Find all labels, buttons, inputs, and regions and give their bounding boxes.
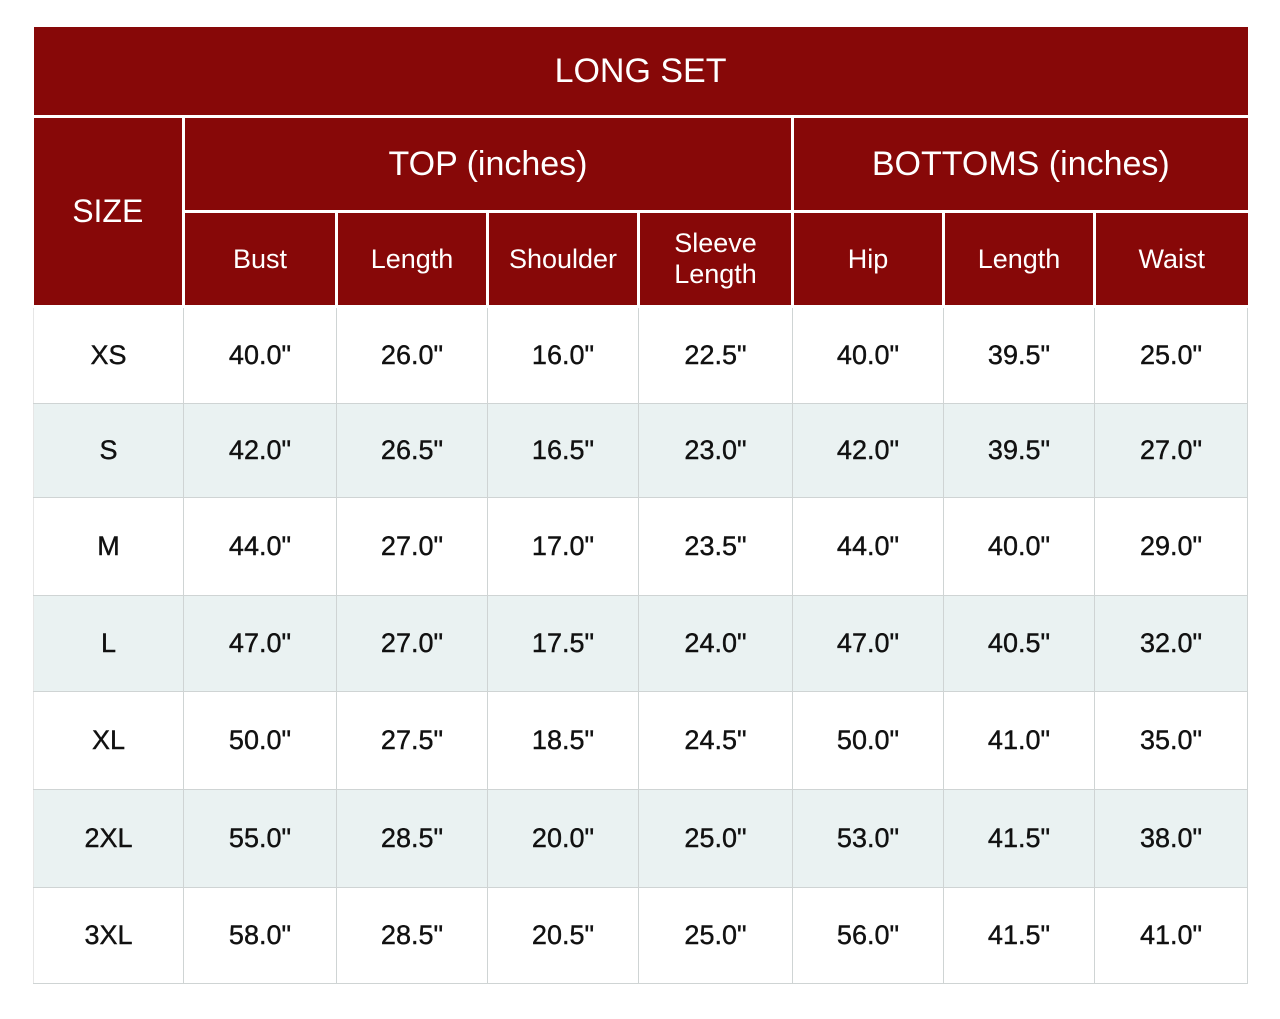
measurement-cell: 40.0" xyxy=(183,306,337,404)
measurement-cell: 42.0" xyxy=(183,403,337,498)
measurement-cell: 41.0" xyxy=(1093,887,1249,984)
measurement-cell: 25.0" xyxy=(638,789,793,888)
measurement-cell: 41.5" xyxy=(943,887,1095,984)
bottoms-group-header: BOTTOMS (inches) xyxy=(790,115,1248,213)
size-chart-table: LONG SET SIZE TOP (inches) BOTTOMS (inch… xyxy=(33,27,1249,984)
measurement-cell: 27.5" xyxy=(336,691,488,790)
measurement-cell: 17.0" xyxy=(487,497,639,596)
measurement-cell: 20.5" xyxy=(487,887,639,984)
measurement-cell: 22.5" xyxy=(638,306,793,404)
measurement-cell: 50.0" xyxy=(792,691,944,790)
measurement-cell: 20.0" xyxy=(487,789,639,888)
measurement-cell: 47.0" xyxy=(792,595,944,692)
measurement-cell: 50.0" xyxy=(183,691,337,790)
measurement-cell: 58.0" xyxy=(183,887,337,984)
column-header: Waist xyxy=(1092,210,1248,308)
column-header: Shoulder xyxy=(486,210,640,308)
measurement-cell: 27.0" xyxy=(336,497,488,596)
size-cell: 3XL xyxy=(33,887,184,984)
measurement-cell: 41.0" xyxy=(943,691,1095,790)
measurement-cell: 26.0" xyxy=(336,306,488,404)
measurement-cell: 18.5" xyxy=(487,691,639,790)
measurement-cell: 24.0" xyxy=(638,595,793,692)
size-cell: 2XL xyxy=(33,789,184,888)
column-header: Bust xyxy=(182,210,338,308)
measurement-cell: 29.0" xyxy=(1093,497,1249,596)
measurement-cell: 42.0" xyxy=(792,403,944,498)
measurement-cell: 28.5" xyxy=(336,887,488,984)
chart-title: LONG SET xyxy=(33,27,1248,118)
size-cell: XS xyxy=(33,306,184,404)
size-cell: XL xyxy=(33,691,184,790)
measurement-cell: 24.5" xyxy=(638,691,793,790)
top-group-header: TOP (inches) xyxy=(182,115,794,213)
measurement-cell: 28.5" xyxy=(336,789,488,888)
measurement-cell: 39.5" xyxy=(943,403,1095,498)
column-header: Length xyxy=(335,210,489,308)
size-cell: M xyxy=(33,497,184,596)
measurement-cell: 44.0" xyxy=(183,497,337,596)
table-row: 3XL 58.0" 28.5" 20.5" 25.0" 56.0" 41.5" 41.0" xyxy=(33,887,1249,984)
size-cell: S xyxy=(33,403,184,498)
measurement-cell: 17.5" xyxy=(487,595,639,692)
measurement-cell: 47.0" xyxy=(183,595,337,692)
measurement-cell: 23.5" xyxy=(638,497,793,596)
measurement-cell: 39.5" xyxy=(943,306,1095,404)
measurement-cell: 25.0" xyxy=(1093,306,1249,404)
measurement-cell: 44.0" xyxy=(792,497,944,596)
measurement-cell: 53.0" xyxy=(792,789,944,888)
column-header: Hip xyxy=(791,210,945,308)
measurement-cell: 40.0" xyxy=(792,306,944,404)
measurement-cell: 41.5" xyxy=(943,789,1095,888)
table-row: 2XL 55.0" 28.5" 20.0" 25.0" 53.0" 41.5" 38.0" xyxy=(33,789,1249,888)
size-header: SIZE xyxy=(33,115,185,308)
table-row: XS 40.0" 26.0" 16.0" 22.5" 40.0" 39.5" 25.0" xyxy=(33,306,1249,404)
column-header: Sleeve Length xyxy=(637,210,794,308)
measurement-cell: 27.0" xyxy=(1093,403,1249,498)
column-header: Length xyxy=(942,210,1096,308)
measurement-cell: 38.0" xyxy=(1093,789,1249,888)
table-row: XL 50.0" 27.5" 18.5" 24.5" 50.0" 41.0" 35.0" xyxy=(33,691,1249,790)
measurement-cell: 23.0" xyxy=(638,403,793,498)
measurement-cell: 40.5" xyxy=(943,595,1095,692)
measurement-cell: 32.0" xyxy=(1093,595,1249,692)
measurement-cell: 26.5" xyxy=(336,403,488,498)
measurement-cell: 27.0" xyxy=(336,595,488,692)
measurement-cell: 16.5" xyxy=(487,403,639,498)
measurement-cell: 40.0" xyxy=(943,497,1095,596)
measurement-cell: 35.0" xyxy=(1093,691,1249,790)
table-row: S 42.0" 26.5" 16.5" 23.0" 42.0" 39.5" 27.0" xyxy=(33,403,1249,498)
size-cell: L xyxy=(33,595,184,692)
table-row: L 47.0" 27.0" 17.5" 24.0" 47.0" 40.5" 32.0" xyxy=(33,595,1249,692)
measurement-cell: 16.0" xyxy=(487,306,639,404)
table-row: M 44.0" 27.0" 17.0" 23.5" 44.0" 40.0" 29.0" xyxy=(33,497,1249,596)
measurement-cell: 55.0" xyxy=(183,789,337,888)
measurement-cell: 25.0" xyxy=(638,887,793,984)
measurement-cell: 56.0" xyxy=(792,887,944,984)
